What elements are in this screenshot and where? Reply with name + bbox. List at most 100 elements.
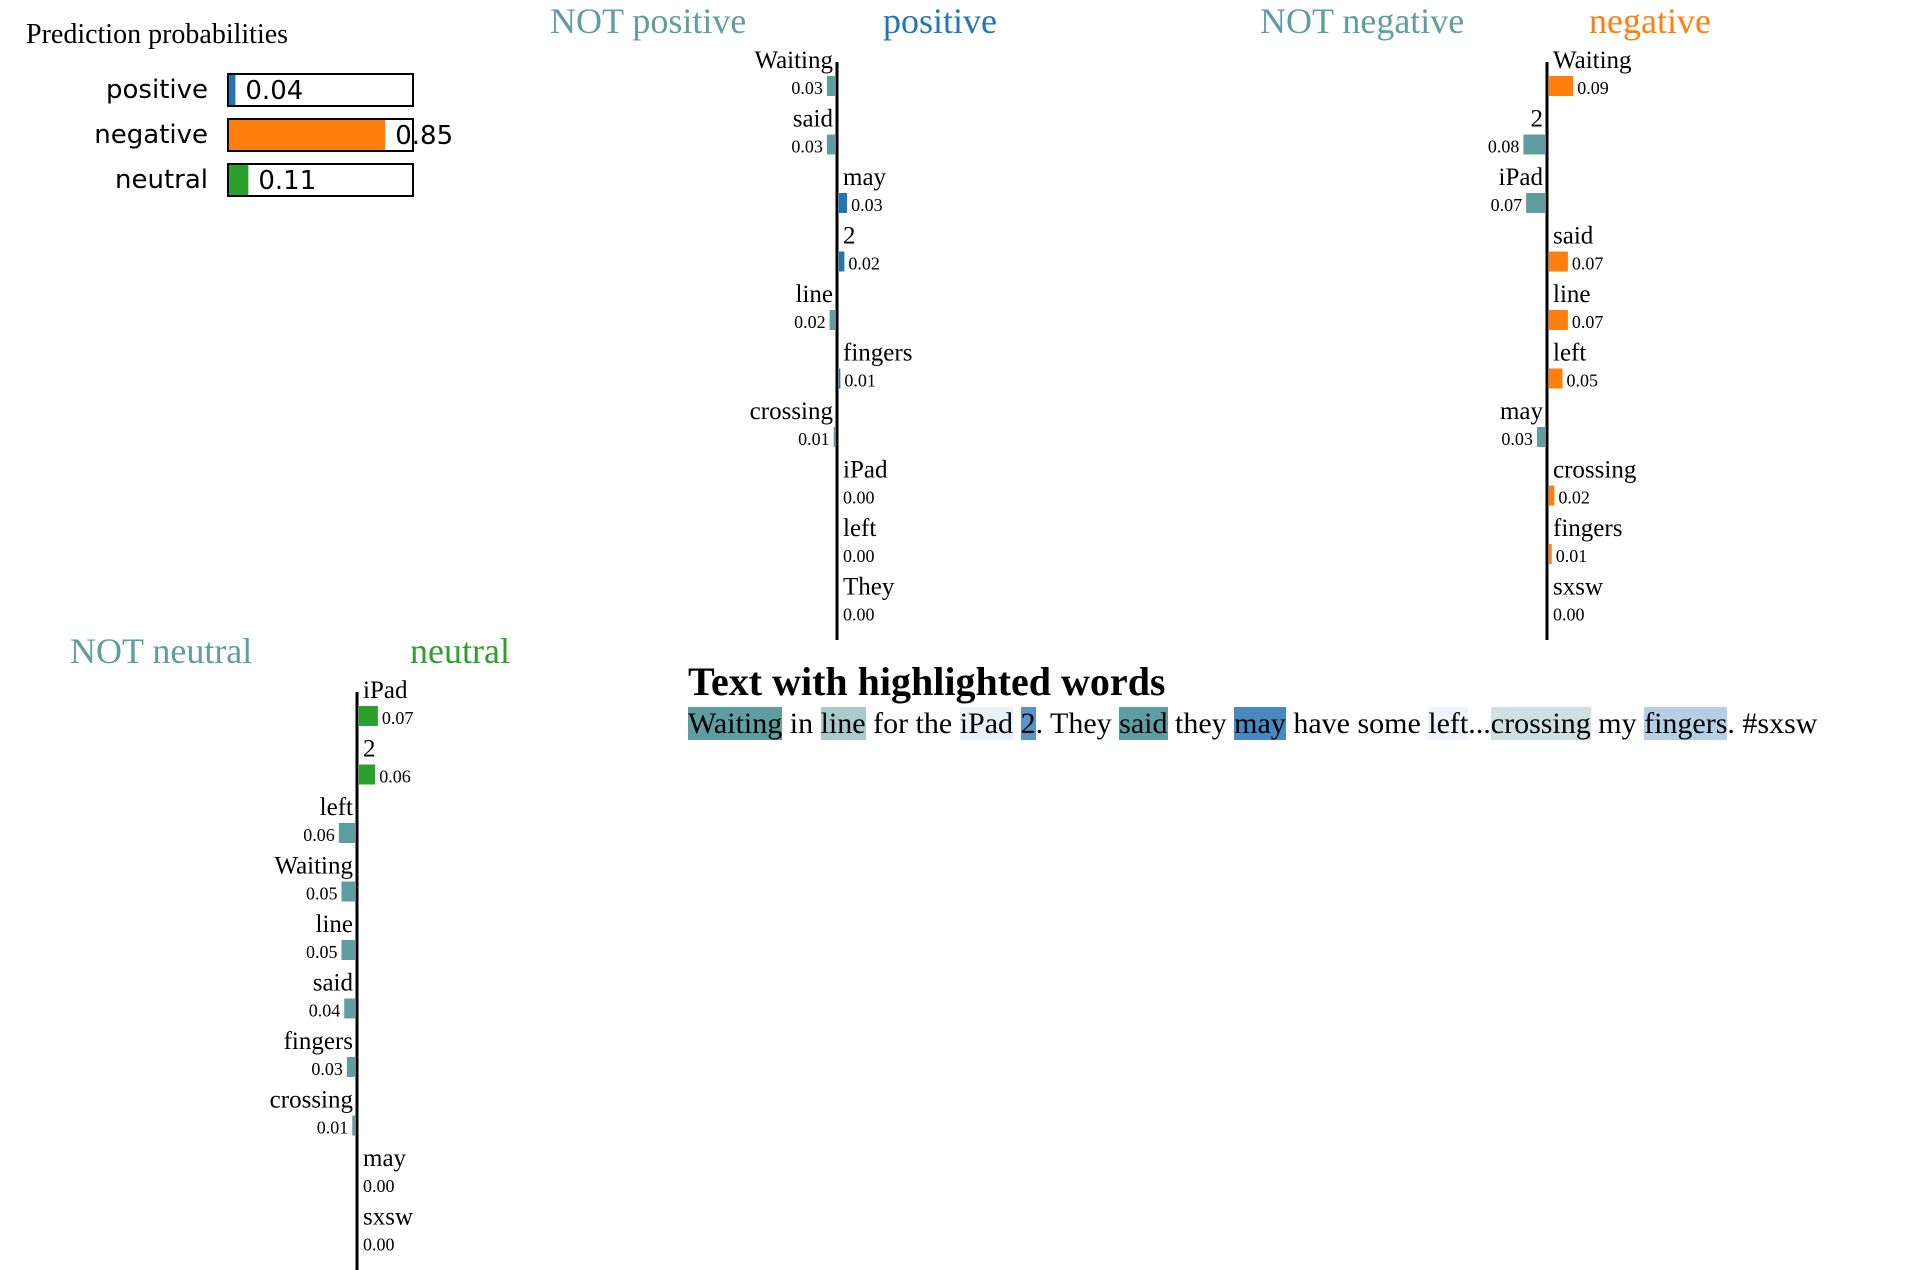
feature-row: 20.08 bbox=[1488, 106, 1545, 157]
feature-bar bbox=[338, 823, 355, 843]
feature-word: iPad bbox=[363, 677, 408, 704]
feature-row: may 0.00 bbox=[363, 1145, 407, 1196]
highlighted-word: left bbox=[1428, 707, 1469, 740]
feature-word: 2 bbox=[843, 223, 856, 250]
feature-bar bbox=[1549, 485, 1555, 506]
probability-label: neutral bbox=[115, 165, 208, 195]
plain-text: . #sxsw bbox=[1727, 707, 1818, 740]
feature-row: left 0.00 bbox=[843, 515, 876, 566]
feature-word: left bbox=[320, 794, 353, 821]
feature-value: 0.01 bbox=[1556, 546, 1588, 566]
feature-bar bbox=[839, 193, 848, 213]
feature-row: said 0.04 bbox=[309, 970, 355, 1021]
feature-bar bbox=[1526, 193, 1545, 213]
feature-bar bbox=[344, 998, 355, 1019]
plain-text: for the bbox=[865, 707, 960, 740]
feature-value: 0.05 bbox=[306, 884, 338, 904]
feature-value: 0.00 bbox=[843, 605, 875, 625]
plain-text: in bbox=[782, 707, 821, 740]
feature-word: 2 bbox=[363, 736, 376, 763]
feature-word: Waiting bbox=[1553, 47, 1632, 74]
feature-word: 2 bbox=[1531, 106, 1544, 133]
feature-word: iPad bbox=[1499, 164, 1544, 191]
highlighted-word: iPad bbox=[959, 707, 1014, 740]
feature-row: left 0.06 bbox=[303, 794, 355, 845]
feature-bar bbox=[359, 764, 376, 785]
feature-row: crossing 0.01 bbox=[750, 398, 835, 449]
feature-row: may 0.03 bbox=[839, 164, 887, 215]
probability-bar-frame bbox=[227, 73, 414, 107]
feature-value: 0.03 bbox=[791, 78, 823, 98]
feature-bar bbox=[1549, 76, 1574, 96]
highlighted-word: said bbox=[1119, 707, 1168, 740]
feature-value: 0.05 bbox=[1567, 371, 1599, 391]
feature-bar bbox=[826, 134, 835, 155]
highlighted-text-section: Text with highlighted words Waiting in l… bbox=[688, 660, 1908, 744]
probability-value: 0.85 bbox=[395, 121, 453, 151]
feature-word: fingers bbox=[843, 340, 912, 367]
feature-value: 0.02 bbox=[848, 254, 880, 274]
probability-row-neutral: neutral 0.11 bbox=[115, 163, 414, 197]
feature-bar bbox=[346, 1057, 355, 1077]
feature-row: fingers 0.01 bbox=[1549, 515, 1622, 566]
feature-value: 0.03 bbox=[1501, 429, 1533, 449]
feature-word: iPad bbox=[843, 457, 888, 484]
feature-row: iPad 0.07 bbox=[1491, 164, 1545, 215]
feature-row: said 0.03 bbox=[791, 106, 835, 157]
feature-value: 0.00 bbox=[843, 488, 875, 508]
feature-value: 0.01 bbox=[844, 371, 876, 391]
feature-bar bbox=[359, 706, 378, 726]
feature-word: crossing bbox=[270, 1087, 354, 1114]
plain-text: have some bbox=[1285, 707, 1429, 740]
feature-bar bbox=[341, 940, 355, 960]
feature-value: 0.07 bbox=[382, 708, 414, 728]
feature-row: line 0.02 bbox=[794, 281, 835, 332]
feature-value: 0.07 bbox=[1572, 312, 1604, 332]
probability-value: 0.04 bbox=[245, 76, 303, 106]
feature-row: said 0.07 bbox=[1549, 223, 1603, 274]
feature-row: iPad 0.00 bbox=[843, 457, 888, 508]
feature-value: 0.05 bbox=[306, 942, 338, 962]
probability-row-negative: negative 0.85 bbox=[94, 118, 453, 152]
feature-bar bbox=[829, 310, 835, 330]
highlighted-text-title: Text with highlighted words bbox=[688, 659, 1166, 704]
feature-row: 20.02 bbox=[839, 223, 880, 274]
feature-word: may bbox=[843, 164, 887, 191]
feature-row: 20.06 bbox=[359, 736, 411, 787]
feature-value: 0.09 bbox=[1577, 78, 1609, 98]
probability-label: negative bbox=[94, 120, 208, 150]
feature-word: left bbox=[843, 515, 876, 542]
feature-row: fingers 0.01 bbox=[839, 340, 912, 391]
feature-value: 0.02 bbox=[794, 312, 826, 332]
feature-bar bbox=[352, 1115, 355, 1136]
class-label: negative bbox=[1589, 1, 1711, 41]
not-class-label: NOT negative bbox=[1260, 1, 1464, 41]
feature-value: 0.00 bbox=[1553, 605, 1585, 625]
highlighted-word: Waiting bbox=[688, 707, 783, 740]
feature-row: Waiting 0.09 bbox=[1549, 47, 1632, 98]
feature-value: 0.08 bbox=[1488, 137, 1520, 157]
feature-row: line 0.07 bbox=[1549, 281, 1603, 332]
feature-value: 0.07 bbox=[1491, 195, 1523, 215]
feature-value: 0.00 bbox=[363, 1176, 395, 1196]
probability-bar bbox=[229, 75, 236, 105]
feature-row: line 0.05 bbox=[306, 911, 355, 962]
not-class-label: NOT neutral bbox=[70, 631, 252, 671]
feature-row: sxsw 0.00 bbox=[1553, 574, 1603, 625]
feature-bar bbox=[1549, 368, 1563, 389]
probability-value: 0.11 bbox=[258, 166, 316, 196]
feature-row: crossing 0.01 bbox=[270, 1087, 355, 1138]
highlighted-text: Waiting in line for the iPad 2. They sai… bbox=[688, 704, 1908, 744]
not-class-label: NOT positive bbox=[550, 1, 746, 41]
highlighted-word: fingers bbox=[1644, 707, 1728, 740]
feature-word: Waiting bbox=[754, 47, 833, 74]
feature-row: left 0.05 bbox=[1549, 340, 1598, 391]
probability-bar-frame bbox=[227, 163, 414, 197]
explanation-chart-neutral: NOT neutral neutraliPad0.0720.06left0.06W… bbox=[70, 631, 510, 1270]
feature-value: 0.06 bbox=[379, 767, 411, 787]
feature-value: 0.01 bbox=[317, 1118, 349, 1138]
feature-word: line bbox=[316, 911, 354, 938]
feature-row: Waiting 0.05 bbox=[274, 853, 355, 904]
feature-word: crossing bbox=[1553, 457, 1637, 484]
feature-bar bbox=[833, 427, 835, 447]
